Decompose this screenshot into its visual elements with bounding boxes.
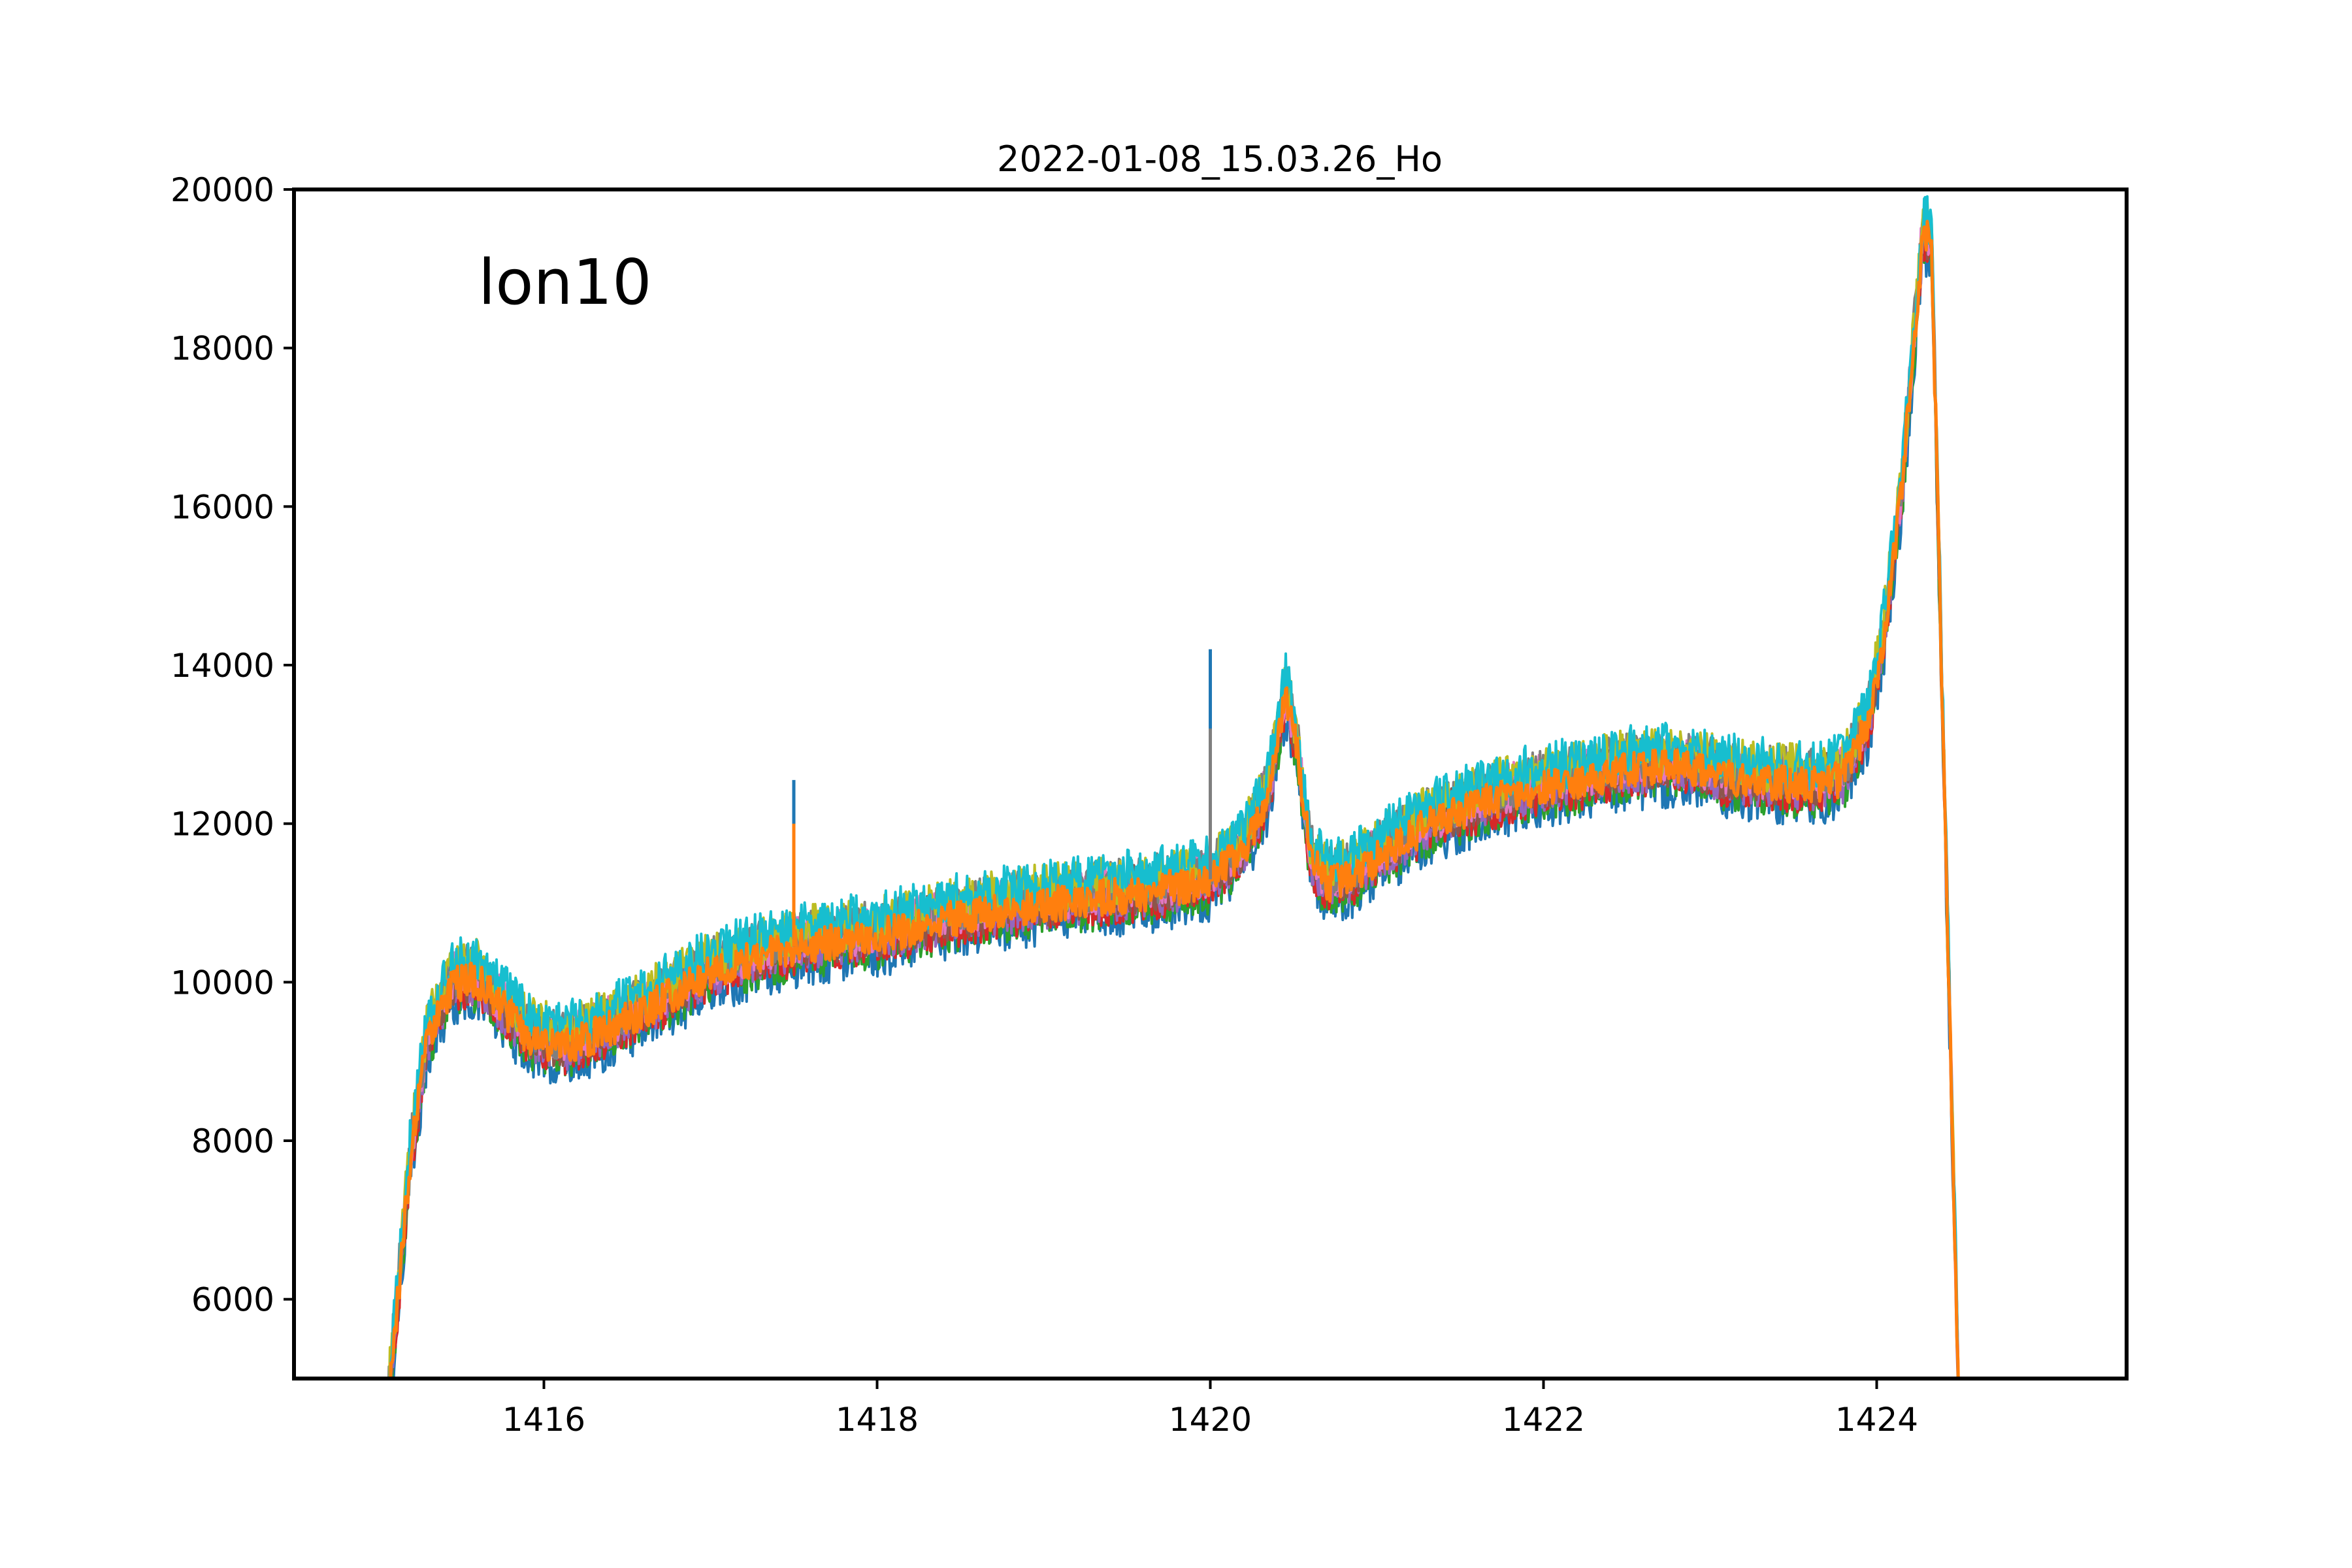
y-tick-label-12000: 12000	[171, 806, 274, 843]
series-line-2	[389, 220, 1960, 1379]
y-tick-label-16000: 16000	[171, 488, 274, 526]
plot-annotation: lon10	[478, 247, 652, 319]
x-axis: 1416 1418 1420 1422 1424	[502, 1379, 1918, 1439]
y-tick-label-6000: 6000	[191, 1281, 274, 1319]
y-axis: 6000 8000 10000 12000 14000 16000 18000 20000	[171, 171, 294, 1319]
chart-title: 2022-01-08_15.03.26_Ho	[997, 139, 1443, 180]
y-tick-label-14000: 14000	[171, 647, 274, 685]
x-tick-label-1418: 1418	[836, 1401, 919, 1439]
y-tick-label-18000: 18000	[171, 330, 274, 368]
y-tick-label-8000: 8000	[191, 1122, 274, 1160]
x-tick-label-1420: 1420	[1169, 1401, 1252, 1439]
series-layer	[387, 195, 1960, 1379]
y-tick-label-10000: 10000	[171, 964, 274, 1002]
x-tick-label-1424: 1424	[1835, 1401, 1918, 1439]
y-tick-label-20000: 20000	[171, 171, 274, 209]
x-tick-label-1422: 1422	[1502, 1401, 1585, 1439]
x-tick-label-1416: 1416	[502, 1401, 585, 1439]
